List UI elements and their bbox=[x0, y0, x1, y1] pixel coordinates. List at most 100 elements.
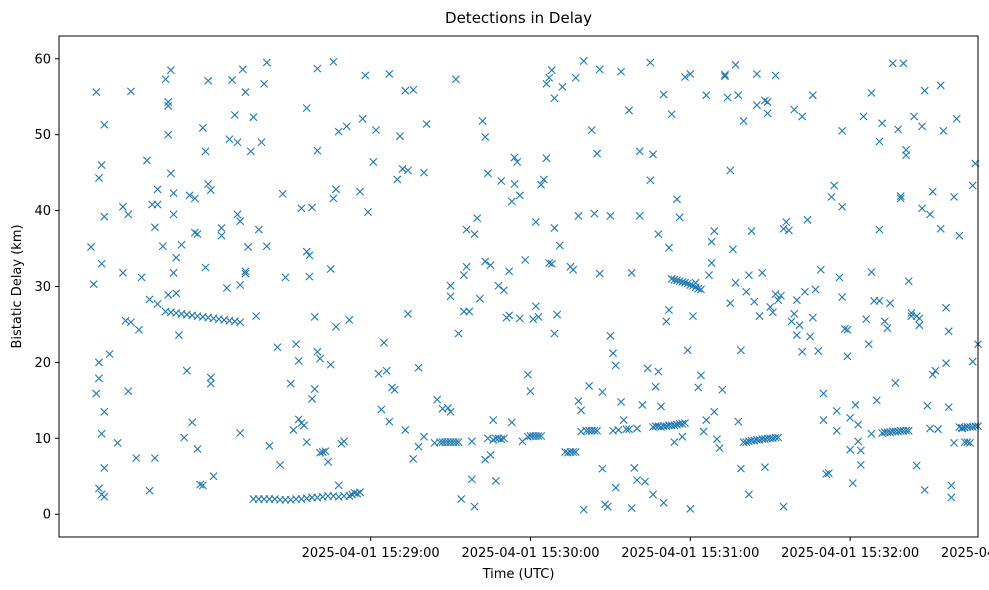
data-point bbox=[654, 230, 663, 239]
data-point bbox=[361, 71, 370, 80]
data-point bbox=[276, 460, 285, 469]
data-point bbox=[393, 175, 402, 184]
data-point bbox=[931, 366, 940, 375]
data-point bbox=[241, 269, 250, 278]
data-point bbox=[883, 324, 892, 333]
data-point bbox=[822, 470, 831, 478]
data-point bbox=[598, 388, 607, 397]
data-point bbox=[686, 69, 695, 78]
data-point bbox=[896, 192, 905, 201]
data-point bbox=[409, 454, 418, 463]
data-point bbox=[419, 432, 428, 441]
data-point bbox=[236, 217, 245, 226]
data-point bbox=[547, 66, 556, 75]
data-point bbox=[862, 315, 871, 324]
data-point bbox=[318, 447, 327, 456]
data-point bbox=[771, 433, 780, 442]
data-point bbox=[196, 480, 205, 489]
data-point bbox=[222, 284, 231, 293]
data-point bbox=[310, 384, 319, 393]
data-point bbox=[515, 314, 524, 323]
data-point bbox=[177, 240, 186, 249]
data-point bbox=[875, 225, 884, 234]
data-point bbox=[702, 91, 711, 100]
data-point bbox=[944, 327, 953, 336]
data-point bbox=[539, 175, 548, 184]
data-point bbox=[763, 109, 772, 118]
data-point bbox=[838, 293, 847, 302]
data-point bbox=[313, 146, 322, 155]
data-point bbox=[577, 406, 586, 415]
data-point bbox=[217, 231, 226, 240]
data-point bbox=[92, 88, 101, 97]
data-point bbox=[169, 268, 178, 277]
data-point bbox=[766, 303, 775, 311]
data-point bbox=[124, 210, 133, 219]
data-point bbox=[190, 194, 199, 203]
data-point bbox=[409, 85, 418, 94]
data-point bbox=[443, 403, 452, 412]
data-point bbox=[816, 265, 825, 274]
data-point bbox=[521, 255, 530, 264]
data-point bbox=[731, 60, 740, 69]
data-point bbox=[638, 400, 647, 409]
data-point bbox=[755, 312, 764, 321]
data-point bbox=[308, 394, 317, 403]
data-point bbox=[867, 268, 876, 277]
data-point bbox=[100, 492, 109, 501]
data-point bbox=[904, 426, 913, 435]
data-point bbox=[126, 87, 135, 96]
data-point bbox=[422, 120, 431, 129]
data-point bbox=[206, 373, 215, 382]
data-point bbox=[246, 147, 255, 156]
data-point bbox=[968, 181, 977, 190]
data-point bbox=[678, 277, 687, 286]
data-point bbox=[843, 325, 852, 334]
data-point bbox=[880, 317, 889, 326]
data-point bbox=[790, 309, 799, 318]
data-point bbox=[100, 407, 109, 416]
data-point bbox=[665, 243, 673, 252]
data-point bbox=[204, 76, 213, 85]
data-point bbox=[118, 268, 127, 277]
data-point bbox=[667, 274, 676, 283]
data-point bbox=[401, 86, 410, 95]
data-point bbox=[308, 203, 317, 212]
data-point bbox=[723, 93, 732, 102]
data-point bbox=[848, 479, 857, 488]
data-point bbox=[356, 488, 364, 497]
data-point bbox=[172, 253, 181, 262]
data-point bbox=[587, 126, 596, 135]
data-point bbox=[838, 202, 847, 211]
data-point bbox=[686, 504, 695, 513]
data-point bbox=[273, 343, 282, 352]
data-point bbox=[358, 114, 367, 123]
data-point bbox=[686, 280, 695, 289]
data-point bbox=[206, 186, 215, 195]
data-point bbox=[846, 413, 855, 422]
data-point bbox=[305, 251, 314, 260]
data-point bbox=[595, 65, 604, 74]
data-point bbox=[670, 438, 679, 447]
data-point bbox=[236, 429, 245, 437]
data-point bbox=[534, 432, 543, 441]
data-point bbox=[465, 307, 474, 316]
data-point bbox=[550, 94, 559, 103]
data-point bbox=[603, 502, 612, 511]
data-point bbox=[926, 424, 935, 433]
data-point bbox=[153, 185, 162, 194]
data-point bbox=[150, 454, 159, 463]
data-point bbox=[94, 173, 103, 182]
data-point bbox=[379, 338, 388, 347]
data-point bbox=[814, 347, 823, 356]
data-point bbox=[446, 407, 455, 416]
data-point bbox=[334, 127, 343, 136]
data-point bbox=[947, 481, 956, 490]
data-point bbox=[324, 457, 333, 466]
data-point bbox=[507, 418, 516, 427]
data-point bbox=[736, 464, 745, 473]
data-point bbox=[228, 76, 237, 85]
data-point bbox=[100, 120, 109, 129]
data-point bbox=[955, 231, 964, 240]
